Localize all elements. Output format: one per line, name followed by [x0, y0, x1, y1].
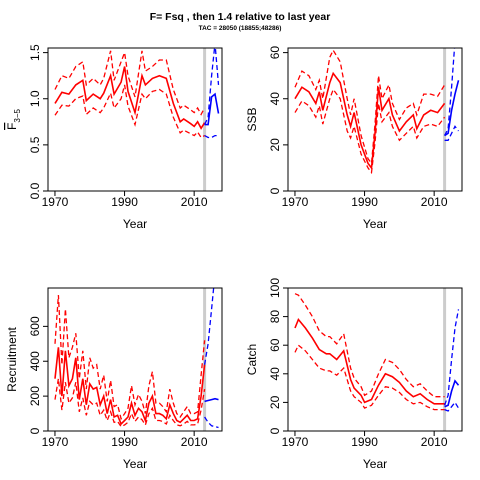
y-tick-label: 20: [268, 138, 282, 152]
series-group: [54, 48, 220, 139]
x-tick-label: 1990: [111, 195, 138, 209]
series-line-projection-median: [204, 92, 220, 126]
series-group: [294, 293, 460, 412]
series-line-projection-lower: [444, 401, 460, 412]
series-line-projection-upper: [443, 309, 460, 406]
x-tick-label: 1970: [282, 195, 309, 209]
ssb-panel: 1970 1990 2010 Year 0 20 40 60 SSB: [245, 46, 463, 231]
y-tick-label: 400: [28, 351, 42, 371]
catch-panel: 1970 1990 2010 Year 0 20 40 60 80 100 Catch: [245, 278, 463, 471]
y-tick-label: 0: [28, 427, 42, 434]
series-line-historic-median: [54, 66, 206, 130]
y-tick-label: 0: [268, 427, 282, 434]
x-tick-label: 1990: [351, 435, 378, 449]
y-tick-label: 40: [268, 367, 282, 381]
y-axis-label: Catch: [245, 344, 259, 375]
figure-subtitle: TAC = 28050 (18855;48286): [199, 25, 282, 32]
x-tick-label: 2010: [181, 195, 208, 209]
series-line-projection-lower: [204, 416, 219, 429]
series-line-projection-median: [444, 379, 460, 408]
panels-group: 1970 1990 2010 Year 0.0 0.5 1.0 1.5 F3−5 1970 1990…: [5, 44, 463, 471]
y-tick-label: 200: [28, 386, 42, 406]
recruitment-panel: 1970 1990 2010 Year 0 200 400 600 Recruitment: [5, 287, 223, 471]
series-line-projection-lower: [204, 134, 219, 139]
y-tick-label: 0.5: [28, 136, 42, 153]
x-tick-label: 1990: [111, 435, 138, 449]
series-line-historic-upper: [294, 48, 446, 166]
series-group: [54, 288, 219, 429]
y-tick-label: 1.0: [28, 90, 42, 107]
y-tick-label: 40: [268, 92, 282, 106]
y-tick-label: 100: [268, 278, 282, 298]
x-tick-label: 1990: [351, 195, 378, 209]
series-line-historic-lower: [294, 344, 445, 411]
y-tick-label: 80: [268, 310, 282, 324]
y-axis-label: SSB: [245, 107, 259, 131]
plot-frame: [47, 287, 223, 432]
x-tick-label: 1970: [282, 435, 309, 449]
series-group: [294, 48, 460, 175]
x-tick-label: 2010: [181, 435, 208, 449]
series-line-projection-upper: [204, 48, 220, 125]
series-line-historic-lower: [54, 378, 206, 428]
series-line-historic-median: [294, 317, 445, 405]
series-line-historic-lower: [54, 84, 205, 139]
x-tick-label: 2010: [421, 435, 448, 449]
x-axis-label: Year: [363, 457, 387, 471]
y-tick-label: 60: [268, 338, 282, 352]
y-axis-label: Recruitment: [5, 326, 19, 391]
figure-title: F= Fsq , then 1.4 relative to last year: [150, 11, 331, 23]
series-line-projection-median: [444, 80, 460, 137]
series-line-historic-upper: [54, 50, 206, 116]
y-tick-label: 1.5: [28, 44, 42, 61]
plot-frame: [287, 47, 463, 192]
series-line-projection-lower: [444, 125, 460, 141]
y-tick-label: 0.0: [28, 182, 42, 199]
series-line-historic-upper: [54, 294, 206, 421]
y-tick-label: 600: [28, 316, 42, 336]
y-tick-label: 0: [268, 187, 282, 194]
x-axis-label: Year: [123, 217, 147, 231]
series-line-historic-upper: [294, 293, 445, 398]
plot-frame: [47, 47, 223, 192]
y-tick-label: 20: [268, 395, 282, 409]
x-tick-label: 2010: [421, 195, 448, 209]
series-line-projection-upper: [444, 48, 456, 136]
f-panel: 1970 1990 2010 Year 0.0 0.5 1.0 1.5 F3−5: [5, 44, 223, 231]
series-line-historic-lower: [294, 88, 446, 175]
plot-frame: [287, 287, 463, 432]
x-tick-label: 1970: [42, 195, 69, 209]
x-axis-label: Year: [363, 217, 387, 231]
x-axis-label: Year: [123, 457, 147, 471]
series-line-projection-median: [204, 397, 219, 403]
series-line-historic-median: [294, 71, 446, 170]
y-axis-label: F3−5: [5, 108, 22, 129]
x-tick-label: 1970: [42, 435, 69, 449]
series-line-projection-upper: [203, 288, 215, 365]
series-line-historic-median: [54, 347, 206, 426]
y-tick-label: 60: [268, 46, 282, 60]
